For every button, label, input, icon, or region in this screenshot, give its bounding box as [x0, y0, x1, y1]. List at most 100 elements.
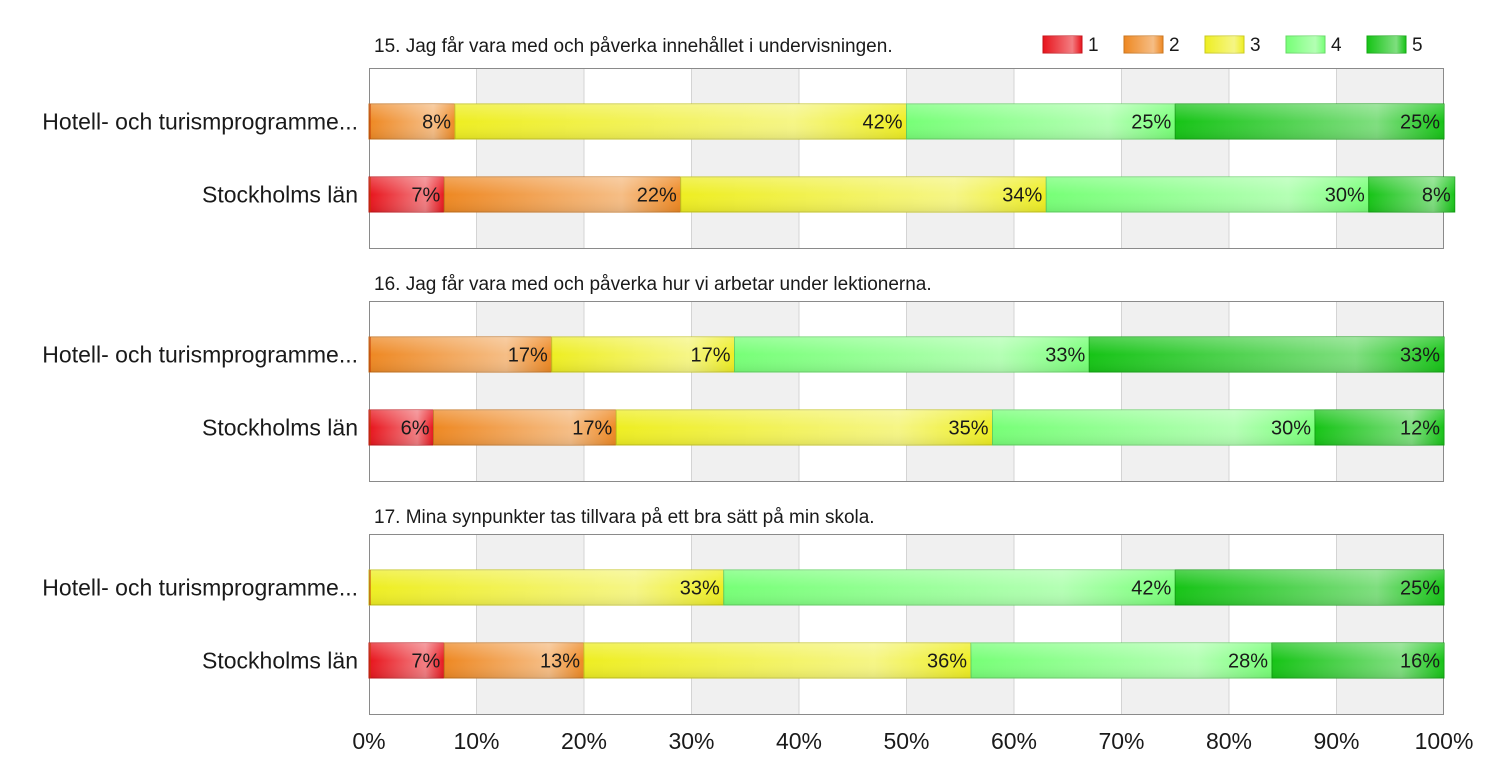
- x-axis: 0% 10% 20% 30% 40% 50% 60% 70% 80% 90% 100%: [352, 728, 1473, 754]
- bar-value-label: 25%: [1131, 112, 1171, 134]
- category-label: Hotell- och turismprogramme...: [42, 342, 358, 368]
- plot-band: [1336, 301, 1444, 482]
- plot-band: [369, 534, 477, 715]
- panel-title: 16. Jag får vara med och påverka hur vi …: [374, 274, 932, 295]
- bar-value-label: 17%: [508, 345, 548, 367]
- legend-label: 4: [1331, 35, 1342, 56]
- legend-label: 3: [1250, 35, 1261, 56]
- bar-value-label: 8%: [422, 112, 451, 134]
- x-tick-label: 70%: [1098, 728, 1144, 754]
- x-tick-label: 60%: [991, 728, 1037, 754]
- bar-value-label: 36%: [927, 651, 967, 673]
- plot-band: [476, 68, 584, 249]
- bar-segment-shade: [906, 104, 1176, 139]
- chart-panel-2: 16. Jag får vara med och påverka hur vi …: [42, 274, 1445, 482]
- bar-value-label: 17%: [690, 345, 730, 367]
- x-tick-label: 80%: [1206, 728, 1252, 754]
- bar-segment-shade: [723, 570, 1176, 605]
- category-label: Stockholms län: [202, 415, 358, 441]
- plot-band: [584, 68, 692, 249]
- bar-segment-shade: [455, 104, 907, 139]
- plot-band: [906, 534, 1014, 715]
- category-label: Hotell- och turismprogramme...: [42, 109, 358, 135]
- plot-band: [799, 68, 907, 249]
- bar-segment-shade: [1368, 177, 1455, 212]
- bar-value-label: 17%: [572, 418, 612, 440]
- legend-swatch-gloss: [1043, 36, 1082, 53]
- plot-band: [691, 301, 799, 482]
- bar-value-label: 8%: [1422, 185, 1451, 207]
- bar-segment-shade: [444, 177, 681, 212]
- plot-frame: [369, 534, 1444, 715]
- bar-segment-shade: [369, 177, 445, 212]
- plot-band: [799, 301, 907, 482]
- plot-band: [799, 534, 907, 715]
- bar-segment-shade: [433, 410, 617, 445]
- plot-frame: [369, 301, 1444, 482]
- plot-band: [1229, 534, 1337, 715]
- bar-segment-shade: [1089, 337, 1444, 372]
- plot-band: [1121, 534, 1229, 715]
- bar-value-label: 28%: [1228, 651, 1268, 673]
- plot-band: [476, 534, 584, 715]
- legend-label: 5: [1412, 35, 1423, 56]
- legend-swatch-gloss: [1205, 36, 1244, 53]
- category-label: Stockholms län: [202, 648, 358, 674]
- plot-band: [1336, 68, 1444, 249]
- legend-label: 2: [1169, 35, 1180, 56]
- bar-value-label: 22%: [637, 185, 677, 207]
- plot-band: [1229, 301, 1337, 482]
- x-tick-label: 50%: [883, 728, 929, 754]
- plot-band: [584, 534, 692, 715]
- chart-panel-3: 17. Mina synpunkter tas tillvara på ett …: [42, 507, 1445, 715]
- bar-value-label: 6%: [401, 418, 430, 440]
- bar-segment-shade: [1175, 570, 1444, 605]
- legend-label: 1: [1088, 35, 1099, 56]
- bar-value-label: 25%: [1400, 578, 1440, 600]
- legend-swatch-gloss: [1286, 36, 1325, 53]
- panel-title: 17. Mina synpunkter tas tillvara på ett …: [374, 507, 875, 528]
- plot-band: [476, 301, 584, 482]
- plot-band: [584, 301, 692, 482]
- x-tick-label: 40%: [776, 728, 822, 754]
- plot-band: [906, 301, 1014, 482]
- bar-segment-shade: [680, 177, 1047, 212]
- bar-value-label: 30%: [1271, 418, 1311, 440]
- x-tick-label: 100%: [1415, 728, 1474, 754]
- category-label: Hotell- och turismprogramme...: [42, 575, 358, 601]
- bar-segment-shade: [444, 643, 584, 678]
- x-tick-label: 90%: [1313, 728, 1359, 754]
- plot-band: [1229, 68, 1337, 249]
- bar-segment-shade: [369, 570, 724, 605]
- plot-band: [691, 534, 799, 715]
- plot-frame: [369, 68, 1444, 249]
- bar-value-label: 16%: [1400, 651, 1440, 673]
- bar-value-label: 12%: [1400, 418, 1440, 440]
- bar-value-label: 33%: [1400, 345, 1440, 367]
- bar-segment-shade: [1175, 104, 1444, 139]
- bar-segment-shade: [616, 410, 993, 445]
- bar-value-label: 34%: [1002, 185, 1042, 207]
- category-label: Stockholms län: [202, 182, 358, 208]
- x-tick-label: 20%: [561, 728, 607, 754]
- bar-value-label: 7%: [411, 651, 440, 673]
- bar-value-label: 25%: [1400, 112, 1440, 134]
- chart-panel-1: 15. Jag får vara med och påverka innehål…: [42, 35, 1456, 249]
- plot-band: [1014, 301, 1122, 482]
- x-tick-label: 10%: [453, 728, 499, 754]
- plot-band: [369, 68, 477, 249]
- bar-value-label: 33%: [1045, 345, 1085, 367]
- bar-segment-shade: [551, 337, 735, 372]
- bar-segment-shade: [1315, 410, 1444, 445]
- bar-segment-shade: [369, 104, 455, 139]
- legend-swatch-gloss: [1124, 36, 1163, 53]
- plot-band: [1121, 68, 1229, 249]
- bar-segment-shade: [734, 337, 1090, 372]
- plot-band: [906, 68, 1014, 249]
- bar-segment-shade: [369, 410, 434, 445]
- plot-band: [1121, 301, 1229, 482]
- bar-value-label: 30%: [1325, 185, 1365, 207]
- plot-band: [691, 68, 799, 249]
- bar-segment-shade: [369, 337, 552, 372]
